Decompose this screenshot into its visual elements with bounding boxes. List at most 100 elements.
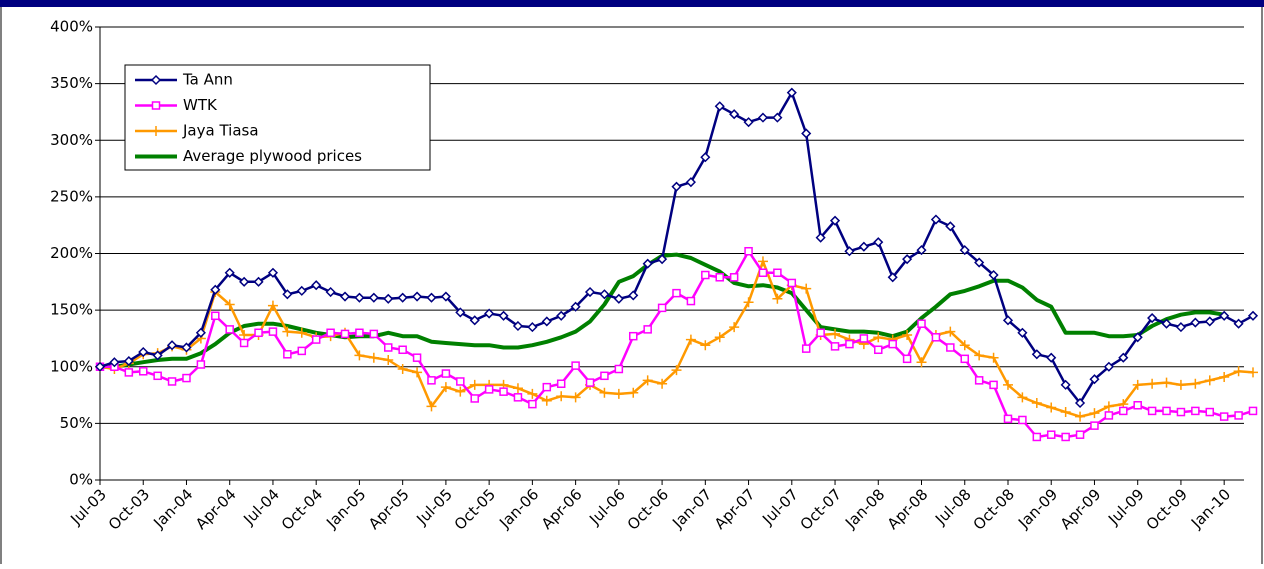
marker	[1089, 408, 1100, 419]
x-tick-label: Jan-04	[149, 485, 196, 532]
x-tick-label: Oct-09	[1143, 485, 1191, 533]
marker	[397, 292, 408, 303]
marker	[714, 332, 725, 343]
marker	[412, 353, 422, 362]
marker	[570, 392, 581, 403]
x-tick-label: Jan-07	[668, 485, 715, 532]
marker	[355, 328, 364, 338]
marker	[816, 328, 825, 338]
x-tick-label: Oct-05	[451, 485, 499, 533]
marker	[902, 254, 913, 265]
x-tick-label: Apr-04	[192, 485, 240, 533]
marker	[167, 377, 177, 386]
marker	[729, 273, 739, 282]
marker	[210, 284, 221, 295]
marker	[888, 339, 897, 349]
marker	[1161, 377, 1172, 388]
marker	[1046, 352, 1057, 363]
marker	[455, 386, 466, 397]
marker	[614, 364, 624, 374]
marker	[1075, 411, 1086, 422]
marker	[571, 361, 580, 370]
marker	[1219, 371, 1230, 382]
marker	[469, 315, 480, 326]
marker	[600, 371, 609, 381]
marker	[499, 387, 508, 396]
marker	[701, 270, 710, 280]
header-band	[0, 0, 1264, 7]
marker	[629, 331, 638, 341]
marker	[1204, 316, 1215, 327]
marker	[685, 177, 696, 188]
marker	[686, 296, 696, 306]
marker	[239, 276, 250, 287]
legend-label: Jaya Tiasa	[182, 122, 259, 140]
marker	[773, 268, 782, 278]
marker	[801, 283, 812, 294]
marker	[974, 376, 984, 385]
marker	[267, 267, 279, 278]
marker	[685, 334, 696, 345]
marker	[1032, 432, 1042, 442]
marker	[182, 373, 191, 383]
marker	[974, 350, 985, 361]
marker	[456, 377, 465, 386]
marker	[1247, 310, 1259, 321]
marker	[1090, 421, 1099, 430]
marker	[1219, 310, 1230, 321]
marker	[743, 117, 754, 128]
x-tick-label: Apr-06	[538, 485, 586, 533]
marker	[1089, 374, 1100, 385]
marker	[1190, 317, 1201, 328]
x-tick-label: Jul-09	[1104, 485, 1148, 529]
marker	[743, 297, 754, 308]
marker	[1060, 379, 1071, 390]
marker	[960, 354, 969, 364]
x-tick-label: Jan-10	[1187, 485, 1234, 532]
marker	[398, 345, 407, 355]
marker	[1018, 415, 1027, 425]
marker	[873, 237, 884, 248]
marker	[196, 360, 206, 369]
marker	[1132, 379, 1143, 390]
marker	[772, 293, 783, 304]
marker	[1075, 430, 1085, 439]
marker	[902, 330, 913, 341]
marker	[1147, 406, 1157, 416]
marker	[859, 334, 869, 343]
marker	[1103, 361, 1114, 372]
marker	[383, 293, 394, 304]
marker	[1118, 352, 1129, 363]
legend-label: WTK	[183, 96, 218, 114]
marker	[498, 310, 509, 321]
x-tick-label: Oct-08	[970, 485, 1018, 533]
y-tick-label: 300%	[50, 131, 93, 149]
marker	[757, 112, 769, 123]
marker	[94, 361, 106, 372]
marker	[254, 328, 263, 338]
marker	[1133, 401, 1142, 410]
marker	[959, 245, 970, 256]
marker	[715, 273, 724, 282]
marker	[1132, 332, 1143, 343]
y-tick-label: 350%	[50, 74, 93, 92]
marker	[441, 369, 451, 378]
marker	[1175, 379, 1186, 390]
marker	[440, 382, 451, 393]
marker	[585, 378, 595, 387]
marker	[513, 393, 523, 402]
marker	[1003, 414, 1013, 424]
marker	[326, 328, 335, 338]
marker	[917, 319, 926, 328]
marker	[628, 387, 639, 398]
marker	[1046, 430, 1056, 439]
marker	[541, 395, 552, 406]
marker	[268, 327, 278, 336]
marker	[556, 310, 567, 321]
marker	[858, 241, 869, 252]
marker	[744, 246, 753, 256]
marker	[700, 340, 711, 351]
marker	[325, 286, 336, 298]
marker	[167, 340, 178, 351]
marker	[412, 291, 423, 302]
